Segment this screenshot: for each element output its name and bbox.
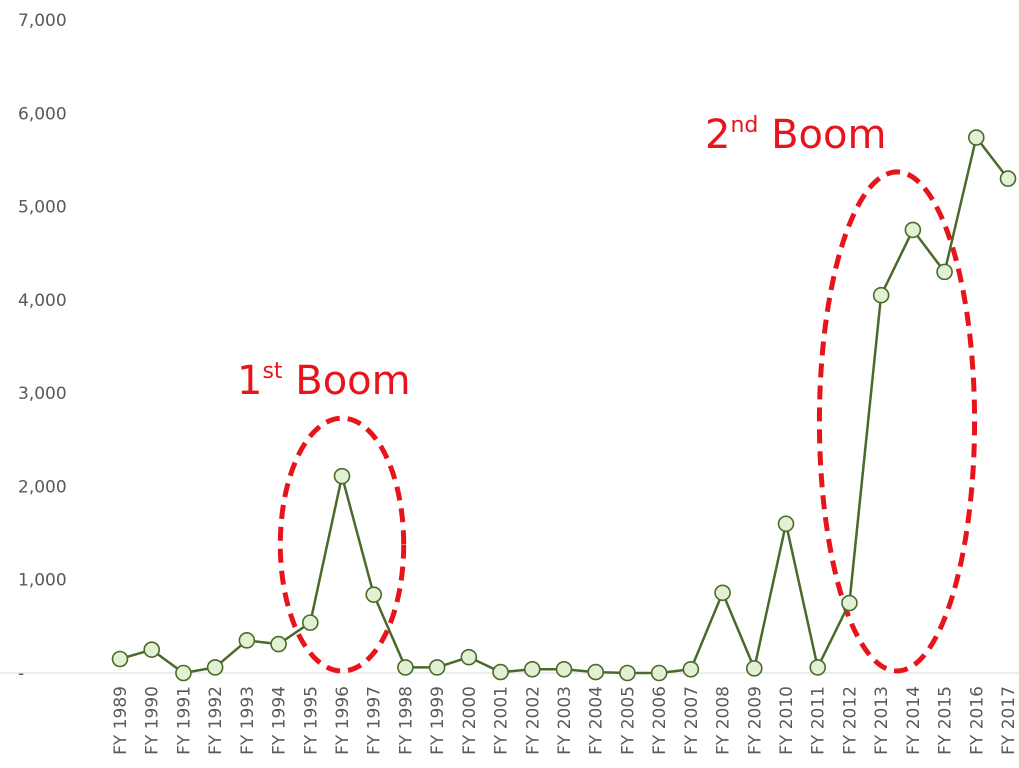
- x-tick-label: FY 2002: [523, 686, 543, 755]
- x-tick-label: FY 2006: [650, 686, 670, 755]
- x-tick-label: FY 1989: [111, 686, 131, 755]
- data-point: [967, 129, 985, 146]
- x-tick-label: FY 2003: [555, 686, 575, 755]
- y-tick-label: 4,000: [18, 291, 67, 311]
- x-tick-label: FY 2010: [777, 686, 797, 755]
- x-tick-label: FY 1997: [365, 686, 385, 755]
- x-tick-label: FY 2011: [809, 686, 829, 755]
- x-tick-label: FY 2014: [904, 686, 924, 755]
- y-tick-label: 2,000: [18, 477, 67, 497]
- boom-annotations: 1st Boom 2nd Boom: [237, 112, 978, 674]
- boom-label: 1st Boom: [237, 358, 411, 404]
- x-tick-label: FY 1995: [301, 686, 321, 755]
- data-point: [682, 660, 700, 678]
- data-point: [397, 659, 414, 676]
- data-point: [111, 650, 129, 668]
- x-tick-label: FY 1999: [428, 686, 448, 755]
- data-point: [270, 635, 287, 653]
- x-tick-label: FY 1994: [270, 686, 290, 755]
- x-tick-label: FY 2007: [682, 686, 702, 755]
- x-tick-label: FY 2000: [460, 686, 480, 755]
- x-tick-label: FY 1990: [143, 686, 163, 755]
- data-point: [238, 632, 256, 649]
- data-point: [460, 648, 478, 666]
- data-point: [143, 641, 161, 658]
- x-tick-label: FY 1992: [206, 686, 226, 755]
- x-tick-label: FY 2012: [840, 686, 860, 755]
- x-tick-label: FY 2017: [999, 686, 1019, 755]
- y-tick-label: 6,000: [18, 104, 67, 124]
- data-point: [523, 660, 541, 678]
- data-point: [619, 664, 636, 682]
- x-tick-label: FY 2015: [936, 686, 956, 755]
- x-tick-label: FY 2016: [967, 686, 987, 755]
- data-point: [587, 663, 605, 681]
- data-point: [777, 515, 795, 533]
- x-tick-label: FY 1998: [396, 686, 416, 755]
- data-point: [999, 170, 1017, 187]
- series-line: [119, 136, 1009, 675]
- data-point: [206, 659, 224, 676]
- data-point: [555, 660, 573, 678]
- y-tick-label: 3,000: [18, 384, 67, 404]
- data-point: [333, 467, 351, 485]
- x-axis-ticks: FY 1989 FY 1990 FY 1991 FY 1992 FY 1993 FY 19…: [111, 686, 1019, 755]
- data-point: [365, 586, 383, 603]
- series-markers: [111, 129, 1017, 682]
- data-point: [175, 664, 192, 682]
- data-point: [841, 594, 858, 612]
- y-tick-label: 7,000: [18, 11, 67, 31]
- y-tick-label: 5,000: [18, 198, 67, 218]
- x-tick-label: FY 1991: [174, 686, 194, 755]
- y-tick-label: -: [18, 664, 24, 684]
- x-tick-label: FY 2009: [745, 686, 765, 755]
- x-tick-label: FY 2004: [587, 686, 607, 755]
- y-tick-label: 1,000: [18, 571, 67, 591]
- x-tick-label: FY 1993: [238, 686, 258, 755]
- boom-ellipse: [277, 415, 407, 674]
- data-point: [745, 660, 763, 677]
- data-point: [492, 663, 509, 681]
- data-point: [872, 286, 890, 304]
- boom-label: 2nd Boom: [705, 112, 886, 158]
- x-tick-label: FY 1996: [333, 686, 353, 755]
- y-axis-ticks: - 1,000 2,000 3,000 4,000 5,000 6,000 7,000: [18, 11, 67, 684]
- x-tick-label: FY 2001: [492, 686, 512, 755]
- x-tick-label: FY 2013: [872, 686, 892, 755]
- x-tick-label: FY 2008: [714, 686, 734, 755]
- data-point: [936, 263, 953, 281]
- data-point: [301, 614, 319, 631]
- data-point: [809, 659, 827, 676]
- data-point: [650, 664, 668, 682]
- data-point: [428, 659, 446, 676]
- data-point: [714, 584, 731, 602]
- x-tick-label: FY 2005: [618, 686, 638, 755]
- boom-ellipse: [816, 169, 978, 674]
- data-point: [904, 221, 922, 239]
